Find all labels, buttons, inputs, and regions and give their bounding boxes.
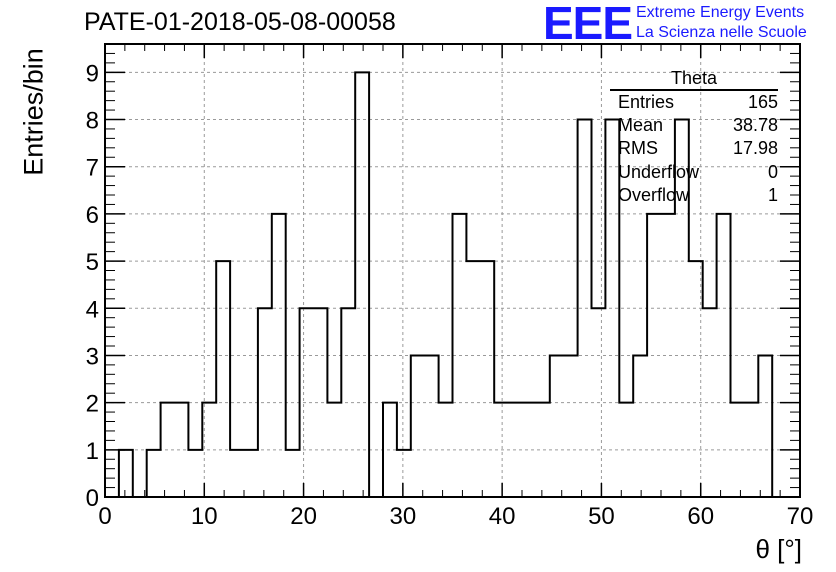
stats-value: 17.98 [732,138,778,159]
stats-label: Overflow [618,184,690,205]
histogram-bin [244,450,258,497]
histogram-bin [175,403,189,497]
stats-row: Mean 38.78 [610,114,778,137]
logo-line-2: La Scienza nelle Scuole [636,24,807,41]
stats-label: Underflow [618,161,700,182]
histogram-bin [550,355,564,497]
histogram-bin [439,403,453,497]
stats-value: 1 [767,184,778,205]
y-tick-label: 1 [86,438,99,465]
y-tick-label: 6 [86,202,99,229]
y-tick-label: 8 [86,108,99,135]
x-tick-label: 40 [489,503,516,530]
x-tick-label: 60 [687,503,714,530]
logo-caption: Extreme Energy Events La Scienza nelle S… [636,3,807,43]
histogram-bin [703,308,717,497]
histogram-series [105,71,800,498]
y-tick-label: 5 [86,249,99,276]
y-tick-label: 4 [86,296,99,323]
histogram-bin [564,355,578,497]
y-tick-label: 7 [86,155,99,182]
stats-box: Theta Entries 165 Mean 38.78 RMS 17.98 U… [610,68,778,207]
histogram-bin [397,450,411,497]
x-tick-label: 50 [588,503,615,530]
y-tick-label: 9 [86,60,99,87]
y-axis-label: Entries/bin [18,48,49,176]
histogram-bin [466,261,480,497]
stats-value: 165 [747,92,778,112]
y-tick-label: 2 [86,391,99,418]
x-tick-label: 30 [390,503,417,530]
histogram-bin [119,450,133,497]
logo-line-1: Extreme Energy Events [636,4,805,21]
histogram-bin [758,355,772,497]
y-tick-label: 3 [86,343,99,370]
histogram-bin [355,72,369,497]
histogram-bin [633,355,647,497]
stats-value: 38.78 [732,115,778,136]
stats-row: Underflow 0 [610,161,778,184]
stats-row: Entries 165 [610,91,778,114]
histogram-bin [188,450,202,497]
x-axis-label: θ [°] [755,534,802,564]
histogram-bin [216,261,230,497]
histogram-bin [744,403,758,497]
histogram-bin [147,450,161,497]
stats-row: RMS 17.98 [610,137,778,160]
histogram-bin [480,261,494,497]
run-title: PATE-01-2018-05-08-00058 [84,8,396,36]
stats-label: Mean [618,115,664,136]
histogram-bin [425,355,439,497]
x-tick-label: 20 [290,503,317,530]
stats-title: Theta [610,68,778,91]
stats-value: 0 [767,161,778,182]
stats-row: Overflow 1 [610,184,778,207]
eee-logo: EEE [543,0,633,49]
stats-label: Entries [618,92,675,112]
x-tick-label: 0 [98,503,111,530]
stats-label: RMS [618,138,658,159]
x-tick-label: 10 [191,503,218,530]
histogram-bin [411,355,425,497]
histogram-bin [286,450,300,497]
y-tick-label: 0 [86,485,99,512]
histogram-line [105,71,800,498]
x-tick-label: 70 [787,503,814,530]
histogram-bin [230,450,244,497]
